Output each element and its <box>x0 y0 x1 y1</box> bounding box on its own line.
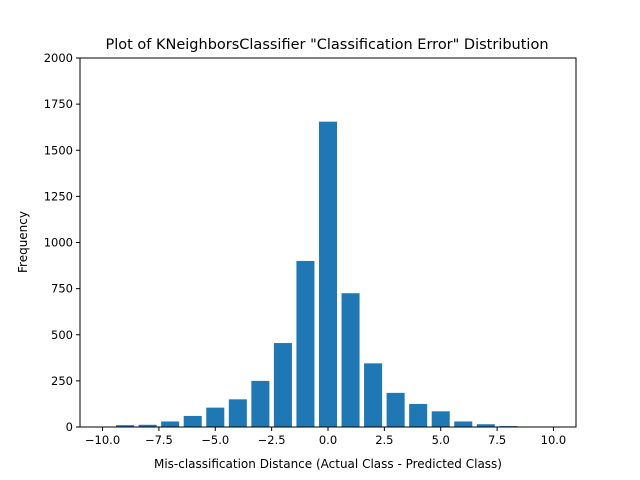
chart-title: Plot of KNeighborsClassifier "Classifica… <box>105 37 548 53</box>
x-tick-label: 2.5 <box>375 433 393 447</box>
y-tick-label: 1750 <box>44 97 73 111</box>
x-tick-label: −5.0 <box>201 433 229 447</box>
bar <box>476 424 495 427</box>
x-tick-label: 0.0 <box>319 433 337 447</box>
y-tick-label: 250 <box>51 374 73 388</box>
bar <box>228 399 247 427</box>
bar <box>206 407 225 427</box>
bar <box>364 363 383 427</box>
x-tick-label: −10.0 <box>85 433 120 447</box>
bars-group <box>116 121 518 427</box>
bar <box>251 380 270 427</box>
bar <box>409 403 428 427</box>
bar <box>454 421 473 427</box>
y-tick-label: 0 <box>66 420 73 434</box>
bar <box>161 421 180 427</box>
x-tick-label: 7.5 <box>488 433 506 447</box>
y-tick-label: 1250 <box>44 189 73 203</box>
x-tick-label: −7.5 <box>145 433 173 447</box>
bar <box>138 424 157 427</box>
y-tick-label: 2000 <box>44 51 73 65</box>
x-tick-label: 5.0 <box>432 433 450 447</box>
x-tick-label: −2.5 <box>258 433 286 447</box>
y-axis: 0 250 500 750 1000 1250 1500 1750 2000 <box>44 51 80 434</box>
y-tick-label: 1500 <box>44 143 73 157</box>
bar <box>116 425 135 427</box>
x-axis-label: Mis-classification Distance (Actual Clas… <box>154 457 502 471</box>
x-axis: −10.0 −7.5 −5.0 −2.5 0.0 2.5 5.0 7.5 10.0 <box>85 427 566 447</box>
x-tick-label: 10.0 <box>541 433 567 447</box>
y-tick-label: 1000 <box>44 236 73 250</box>
bar <box>341 293 360 427</box>
bar <box>296 260 315 427</box>
bar <box>431 411 450 427</box>
y-tick-label: 500 <box>51 328 73 342</box>
bar <box>318 121 338 427</box>
bar <box>183 415 202 427</box>
y-tick-label: 750 <box>51 282 73 296</box>
y-axis-label: Frequency <box>16 211 30 273</box>
bar <box>386 392 405 427</box>
bar <box>273 343 292 427</box>
